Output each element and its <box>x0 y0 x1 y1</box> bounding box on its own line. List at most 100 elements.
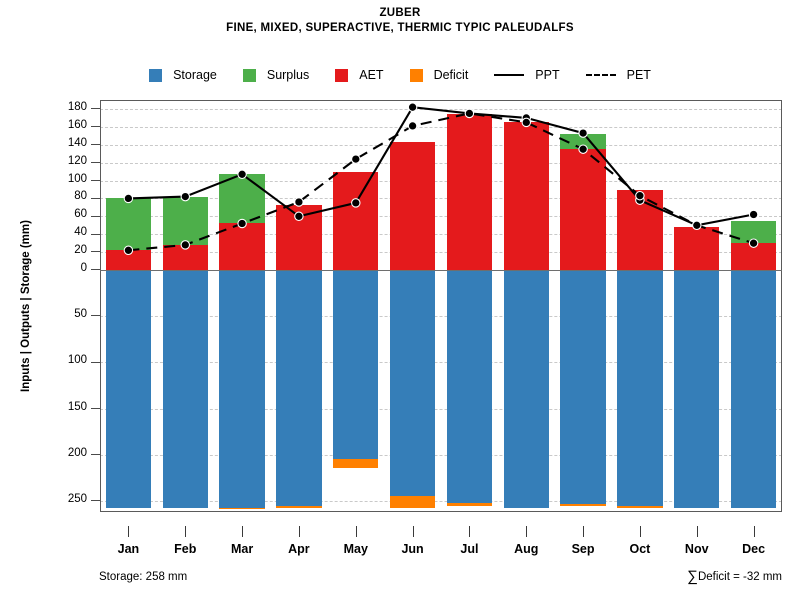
pet-point <box>692 220 702 231</box>
gridline <box>100 126 782 128</box>
y-tick-label: 180 <box>67 100 87 113</box>
segment-storage <box>389 270 436 497</box>
bar-group-oct[interactable] <box>617 100 663 512</box>
segment-surplus <box>105 198 152 251</box>
y-tick-mark <box>91 108 100 110</box>
pet-point <box>748 238 759 248</box>
bar-group-apr[interactable] <box>276 100 322 512</box>
x-axis-label-nov: Nov <box>684 542 709 556</box>
legend-dashed-line-icon <box>585 74 616 76</box>
x-axis-label-dec: Dec <box>742 542 766 556</box>
legend-item-deficit[interactable]: Deficit <box>409 68 468 82</box>
bar-group-dec[interactable] <box>730 100 777 512</box>
segment-deficit <box>333 459 379 468</box>
segment-storage <box>105 270 152 509</box>
gridline <box>100 252 782 254</box>
y-tick-label: 40 <box>74 226 87 239</box>
gridline <box>100 234 782 236</box>
x-axis-label-apr: Apr <box>288 542 310 556</box>
legend-item-ppt[interactable]: PPT <box>494 68 560 82</box>
segment-storage <box>162 270 208 509</box>
y-tick-mark <box>91 315 100 317</box>
bar-group-sep[interactable] <box>560 100 606 512</box>
ppt-point <box>351 198 361 208</box>
pet-point <box>407 121 418 131</box>
legend-item-surplus[interactable]: Surplus <box>242 68 309 82</box>
zero-line <box>100 270 782 271</box>
y-tick-mark <box>91 197 100 199</box>
gridline <box>100 408 782 410</box>
legend-item-storage[interactable]: Storage <box>149 68 217 82</box>
segment-storage <box>446 270 493 503</box>
y-tick-mark <box>91 269 100 271</box>
pet-point <box>351 154 361 164</box>
title-subtitle: FINE, MIXED, SUPERACTIVE, THERMIC TYPIC … <box>226 22 574 34</box>
pet-point <box>635 190 645 201</box>
bar-group-aug[interactable] <box>503 100 549 512</box>
y-tick-mark <box>91 407 100 409</box>
bar-group-mar[interactable] <box>219 100 265 512</box>
segment-deficit <box>560 503 606 506</box>
segment-storage <box>617 270 663 506</box>
y-tick-mark <box>91 161 100 163</box>
segment-aet <box>333 171 379 270</box>
segment-storage <box>333 270 379 460</box>
pet-point <box>294 197 304 207</box>
x-axis-tick <box>696 526 698 537</box>
bar-group-jan[interactable] <box>105 100 152 512</box>
plot-frame <box>100 100 782 512</box>
segment-aet <box>105 250 152 270</box>
x-axis-tick <box>298 526 300 537</box>
segment-surplus <box>219 174 265 224</box>
y-tick-label: 150 <box>67 400 87 413</box>
segment-storage <box>560 270 606 504</box>
segment-storage <box>219 270 265 509</box>
bar-group-jul[interactable] <box>446 100 493 512</box>
ppt-point <box>578 128 588 138</box>
segment-storage <box>503 270 549 509</box>
x-axis-label-jul: Jul <box>460 542 479 556</box>
ppt-point <box>123 193 134 204</box>
x-axis-label-may: May <box>343 542 368 556</box>
x-axis-label-mar: Mar <box>230 542 254 556</box>
x-axis-tick <box>526 526 528 537</box>
bar-group-may[interactable] <box>333 100 379 512</box>
plot-area <box>100 100 782 512</box>
legend-item-pet[interactable]: PET <box>585 68 651 82</box>
segment-deficit <box>446 502 493 506</box>
pet-point <box>123 245 134 256</box>
title-main: ZUBER <box>379 7 421 19</box>
x-axis-tick <box>583 526 585 537</box>
x-axis-label-jun: Jun <box>401 542 424 556</box>
y-tick-mark <box>91 361 100 363</box>
legend-swatch-icon <box>335 68 349 82</box>
chart-legend: Storage Surplus AET Deficit PPT PET <box>0 68 800 82</box>
segment-surplus <box>730 220 777 244</box>
gridline <box>100 198 782 200</box>
pet-point <box>180 240 191 250</box>
ppt-point <box>237 169 247 180</box>
legend-solid-line-icon <box>494 74 525 76</box>
x-axis-label-jan: Jan <box>117 542 140 556</box>
segment-aet <box>503 122 549 270</box>
x-axis-label-oct: Oct <box>629 542 651 556</box>
bar-group-feb[interactable] <box>162 100 208 512</box>
legend-item-aet[interactable]: AET <box>335 68 384 82</box>
y-tick-label: 100 <box>67 354 87 367</box>
pet-point <box>464 108 475 119</box>
y-tick-label: 250 <box>67 492 87 505</box>
bar-group-nov[interactable] <box>674 100 720 512</box>
y-tick-mark <box>91 126 100 128</box>
y-tick-mark <box>91 251 100 253</box>
pet-point <box>521 117 532 128</box>
x-axis-tick <box>355 526 357 537</box>
y-tick-label: 100 <box>67 172 87 185</box>
legend-label: PPT <box>535 68 560 82</box>
ppt-point <box>180 191 191 202</box>
segment-aet <box>446 114 493 270</box>
y-tick-mark <box>91 179 100 181</box>
deficit-annotation-text: Deficit = -32 mm <box>697 571 782 583</box>
bar-group-jun[interactable] <box>389 100 436 512</box>
x-axis-tick <box>185 526 187 537</box>
